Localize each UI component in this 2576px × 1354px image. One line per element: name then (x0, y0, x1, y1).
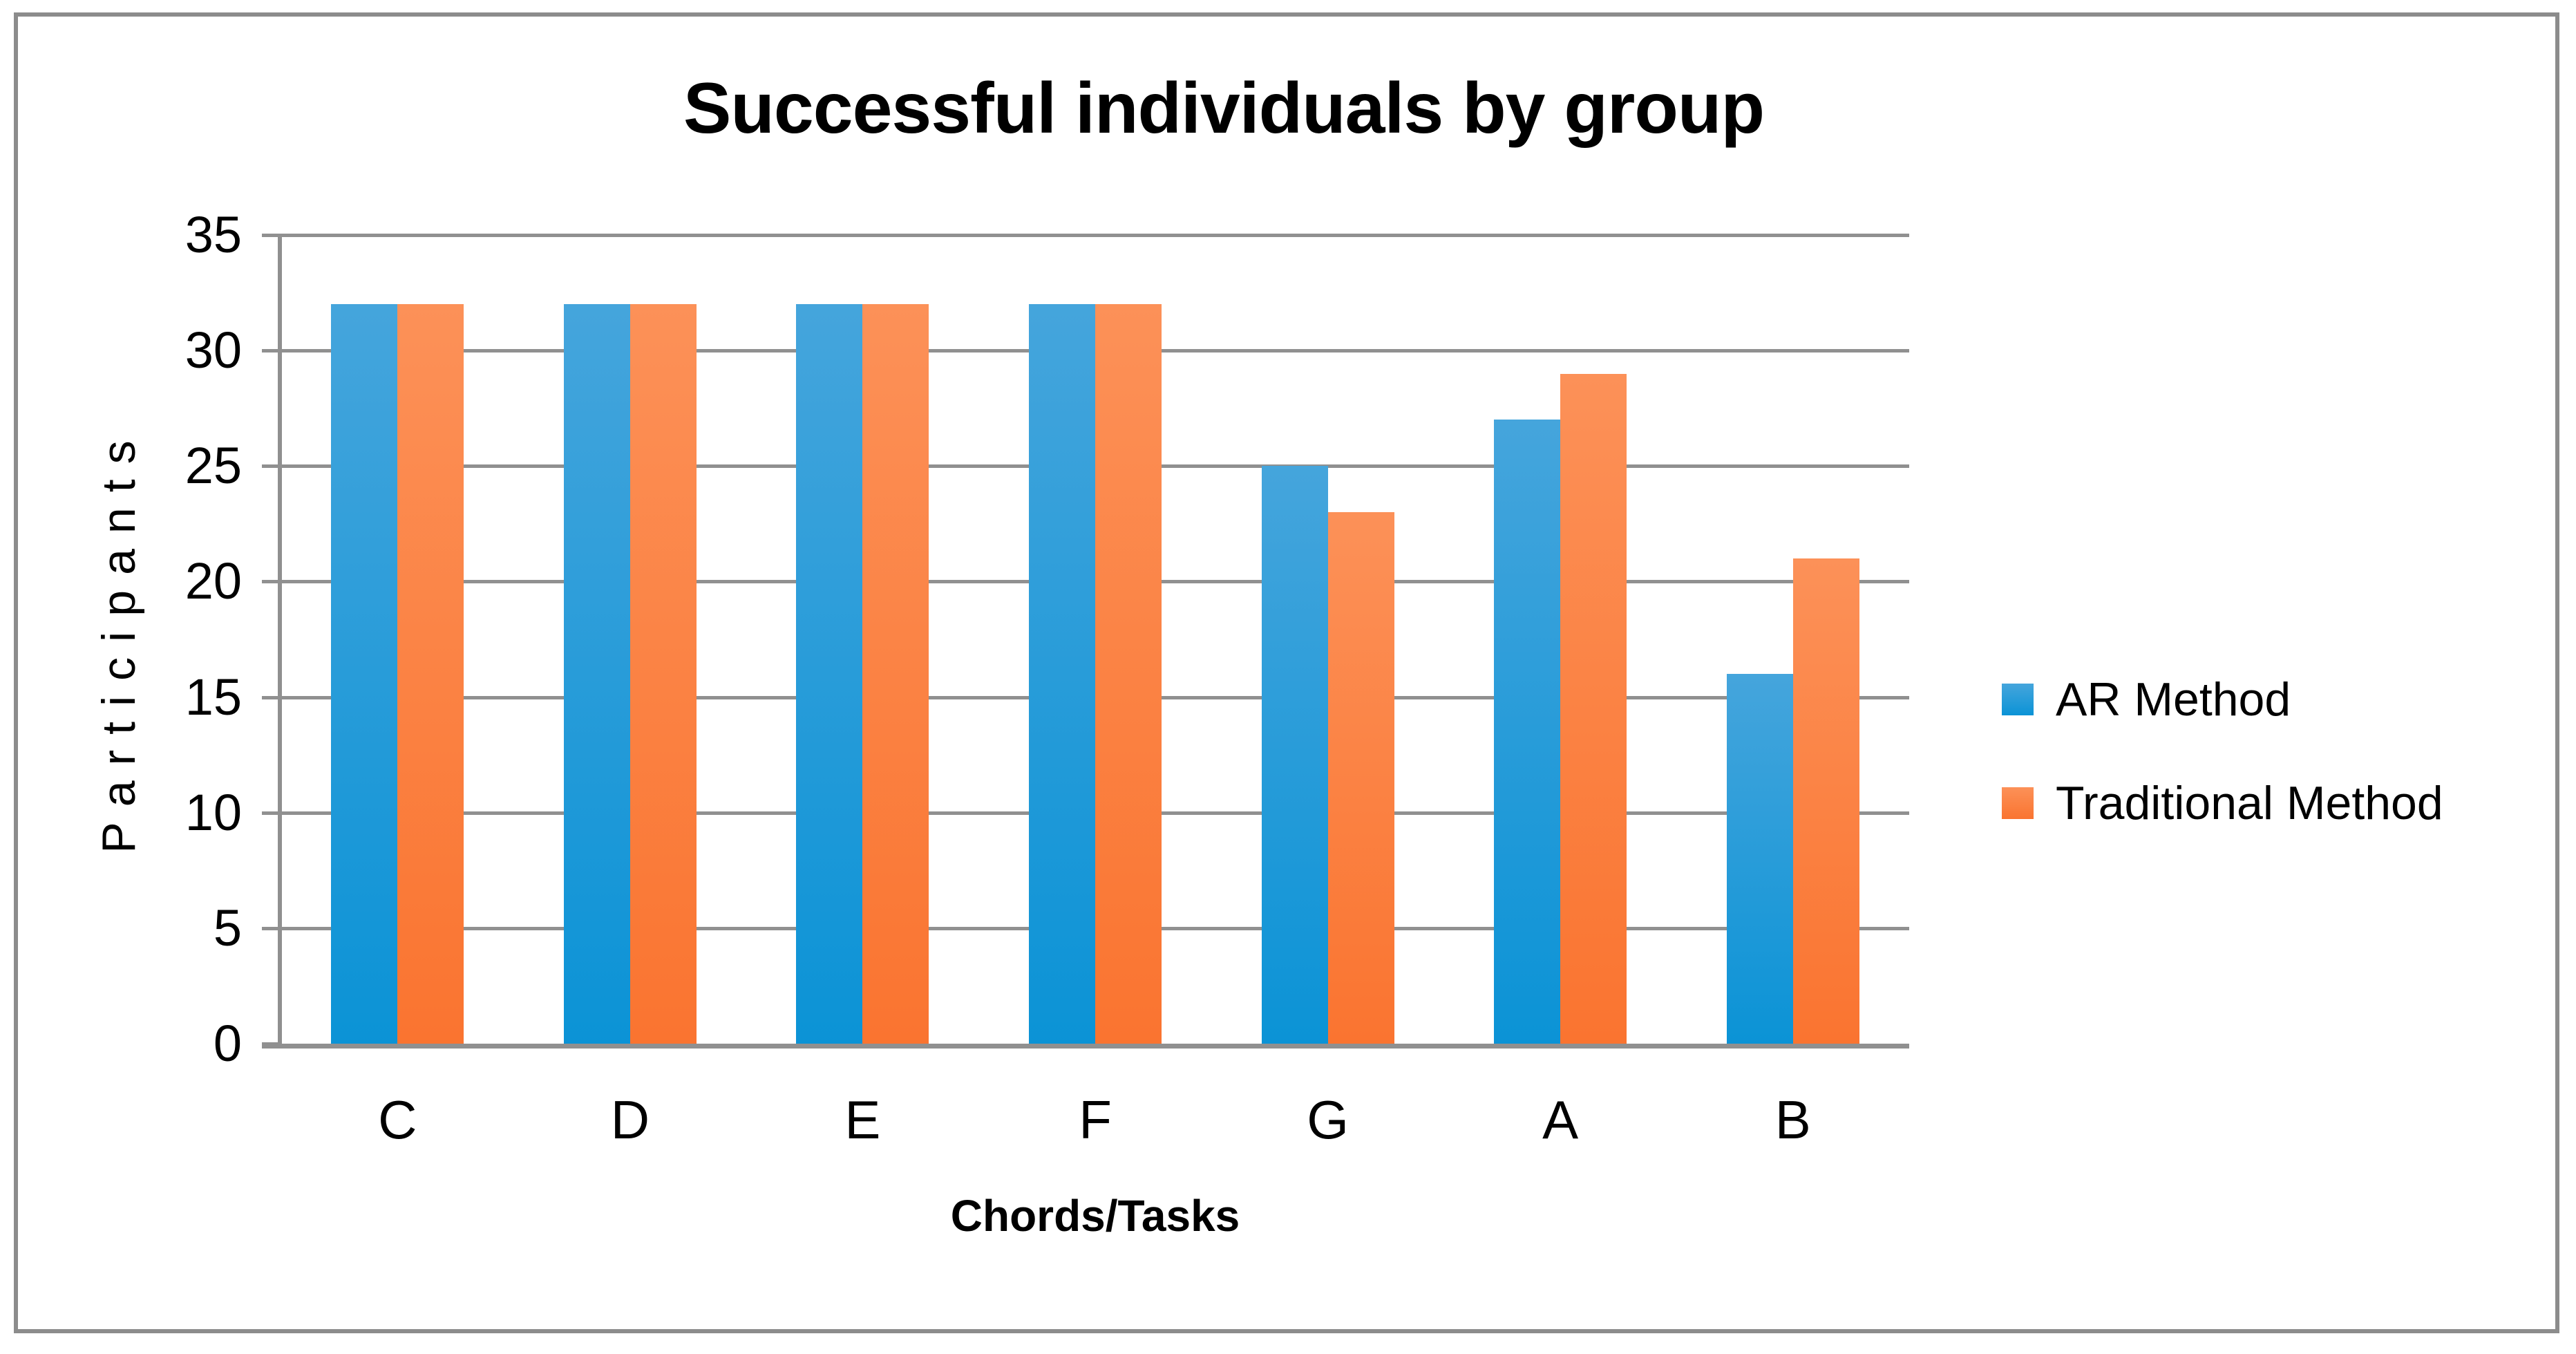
bar-F-traditional-method (1095, 304, 1162, 1044)
legend-entry-traditional-method: Traditional Method (2002, 777, 2443, 829)
bar-B-traditional-method (1792, 558, 1859, 1044)
bar-F-ar-method (1029, 304, 1096, 1044)
y-tick-mark-25 (262, 464, 281, 469)
y-tick-label-5: 5 (213, 899, 242, 957)
bar-D-ar-method (563, 304, 630, 1044)
bars-container (281, 235, 1909, 1044)
plot-area (262, 234, 1909, 1049)
legend-swatch-icon (2002, 787, 2034, 819)
y-tick-mark-20 (262, 580, 281, 584)
x-axis-title: Chords/Tasks (950, 1191, 1240, 1241)
bar-A-ar-method (1494, 420, 1561, 1044)
bar-G-traditional-method (1327, 512, 1394, 1044)
y-tick-label-30: 30 (184, 321, 242, 379)
bar-A-traditional-method (1560, 373, 1627, 1044)
legend-label: AR Method (2056, 673, 2291, 726)
bar-E-traditional-method (862, 304, 929, 1044)
bar-E-ar-method (796, 304, 863, 1044)
bar-D-traditional-method (629, 304, 697, 1044)
legend-swatch-icon (2002, 684, 2034, 715)
category-group-F (979, 235, 1212, 1044)
category-group-B (1676, 235, 1909, 1044)
category-group-D (514, 235, 747, 1044)
x-tick-label-A: A (1542, 1089, 1579, 1150)
x-tick-label-G: G (1307, 1089, 1349, 1150)
x-tick-label-B: B (1774, 1089, 1811, 1150)
y-tick-mark-15 (262, 695, 281, 699)
x-tick-label-D: D (610, 1089, 650, 1150)
x-tick-label-F: F (1079, 1089, 1112, 1150)
y-tick-label-0: 0 (213, 1015, 242, 1072)
y-tick-label-35: 35 (184, 206, 242, 263)
category-group-C (281, 235, 514, 1044)
bar-C-traditional-method (397, 304, 464, 1044)
y-tick-mark-5 (262, 926, 281, 930)
y-tick-mark-30 (262, 349, 281, 353)
y-tick-label-25: 25 (184, 437, 242, 495)
x-tick-label-C: C (378, 1089, 417, 1150)
category-group-G (1211, 235, 1444, 1044)
category-group-E (746, 235, 979, 1044)
legend-entry-ar-method: AR Method (2002, 673, 2291, 726)
legend-label: Traditional Method (2056, 777, 2443, 829)
y-tick-mark-35 (262, 234, 281, 237)
y-tick-label-15: 15 (184, 668, 242, 726)
chart-title: Successful individuals by group (683, 68, 1765, 149)
y-tick-label-10: 10 (184, 783, 242, 841)
bar-B-ar-method (1726, 674, 1793, 1044)
x-tick-label-E: E (844, 1089, 881, 1150)
category-group-A (1444, 235, 1677, 1044)
x-axis-line (262, 1044, 1909, 1049)
gridline-y-35 (281, 234, 1909, 237)
y-tick-mark-10 (262, 811, 281, 815)
y-tick-label-20: 20 (184, 552, 242, 610)
y-axis-line (278, 235, 282, 1044)
bar-G-ar-method (1261, 466, 1328, 1044)
bar-C-ar-method (331, 304, 398, 1044)
